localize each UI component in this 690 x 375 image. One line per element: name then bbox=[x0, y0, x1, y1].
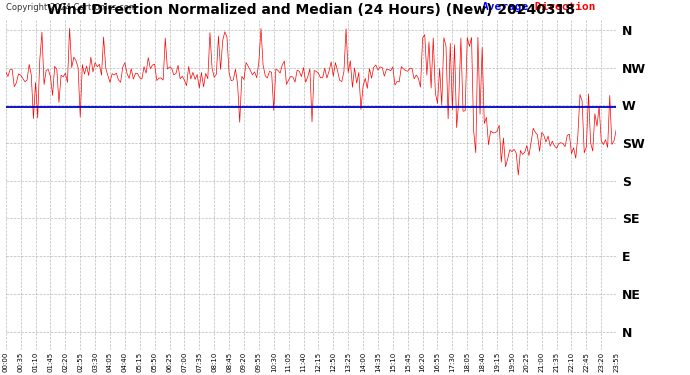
Title: Wind Direction Normalized and Median (24 Hours) (New) 20240318: Wind Direction Normalized and Median (24… bbox=[47, 3, 575, 17]
Text: Direction: Direction bbox=[528, 2, 595, 12]
Text: Copyright 2024 Cartronics.com: Copyright 2024 Cartronics.com bbox=[6, 3, 137, 12]
Text: Average: Average bbox=[482, 2, 529, 12]
